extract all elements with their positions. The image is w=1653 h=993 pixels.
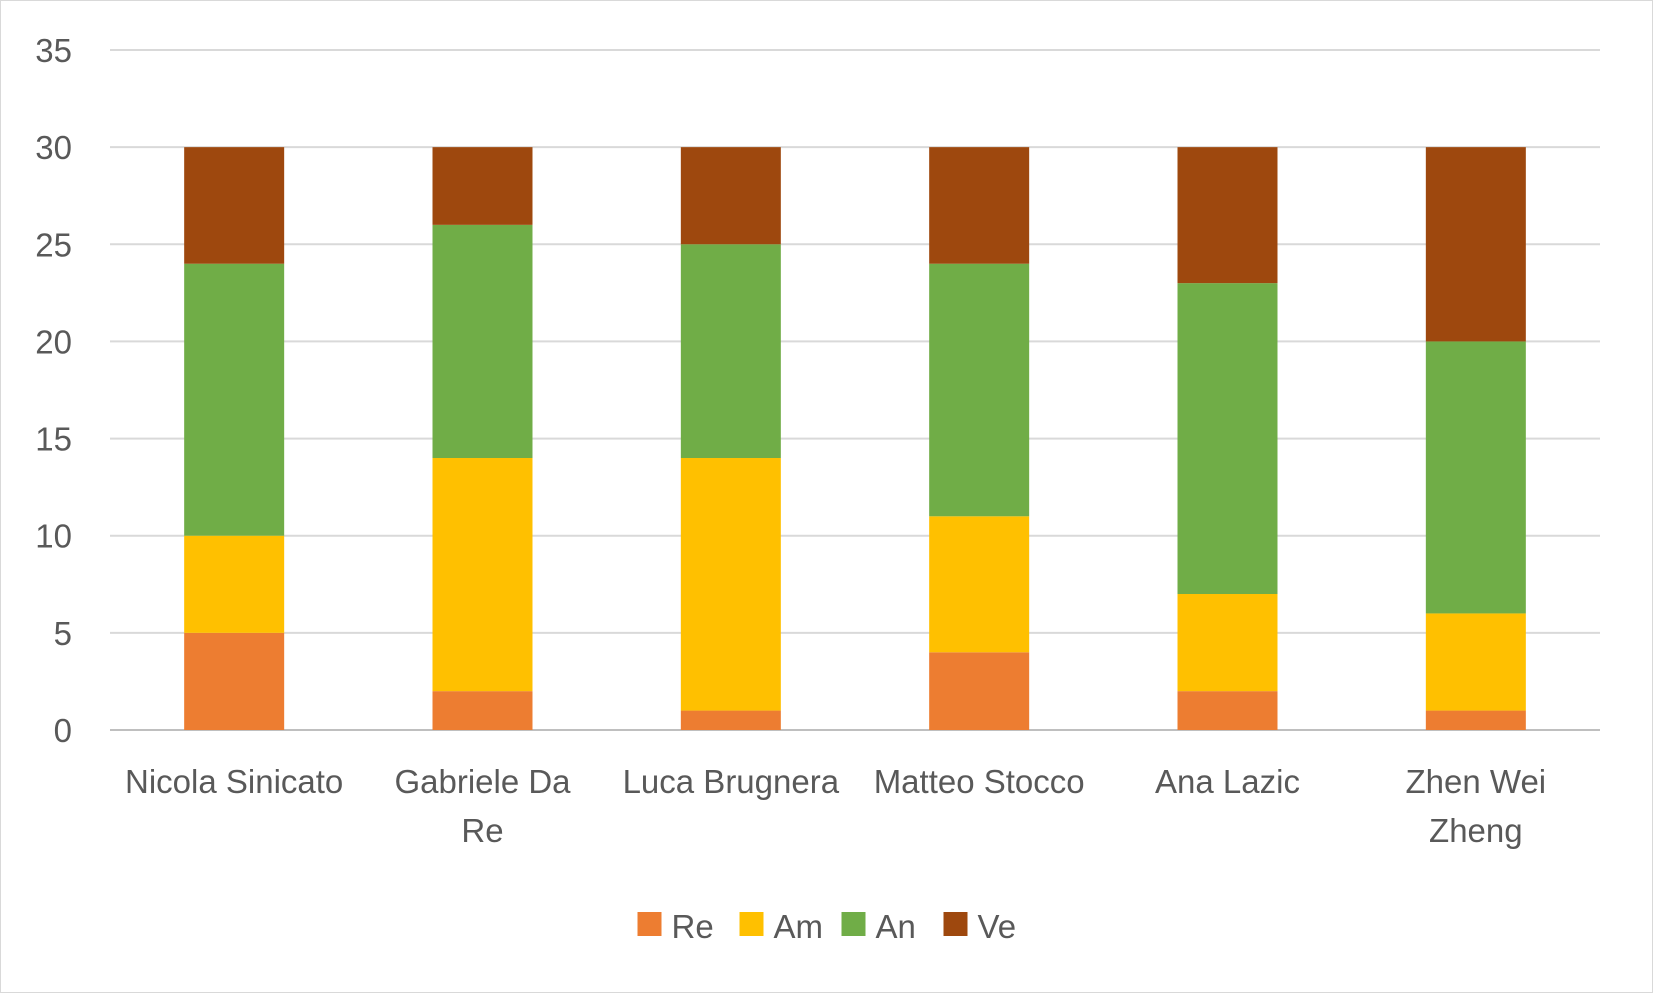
gridlines: [110, 49, 1600, 731]
x-tick-label-line: Ana Lazic: [1155, 763, 1300, 800]
legend-swatch: [739, 912, 764, 936]
x-tick-label-line: Nicola Sinicato: [125, 763, 343, 800]
legend-swatch: [637, 912, 662, 936]
legend-swatch: [943, 912, 968, 936]
x-tick-label-line: Luca Brugnera: [623, 763, 840, 800]
y-tick-label: 25: [35, 226, 72, 263]
bar-re: [680, 710, 781, 730]
legend-item-an: An: [841, 908, 916, 945]
bars: [184, 147, 1526, 730]
bar-re: [1425, 710, 1526, 730]
bar-ve: [1177, 147, 1278, 284]
x-tick-label: Zhen Wei Zheng: [1406, 763, 1547, 849]
legend-label: Re: [672, 908, 714, 945]
x-axis: Nicola Sinicato Gabriele Da Re Luca Brugner…: [125, 763, 1546, 849]
bar-re: [184, 632, 285, 730]
bar-ve: [680, 147, 781, 245]
bar-an: [432, 224, 533, 458]
legend-label: Ve: [978, 908, 1017, 945]
y-tick-label: 30: [35, 129, 72, 166]
y-tick-label: 20: [35, 323, 72, 360]
bar-ve: [432, 147, 533, 225]
legend-item-am: Am: [739, 908, 824, 945]
bar-am: [1425, 613, 1526, 711]
legend-swatch: [841, 912, 866, 936]
bar-an: [184, 263, 285, 536]
legend: Re Am An Ve: [637, 908, 1017, 945]
y-tick-label: 35: [35, 32, 72, 69]
bar-am: [432, 458, 533, 692]
bar-an: [1177, 283, 1278, 594]
y-axis: 0 5 10 15 20 25 30 35: [35, 32, 72, 749]
y-tick-label: 0: [54, 712, 72, 749]
x-tick-label: Gabriele Da Re: [394, 763, 571, 849]
x-tick-label-line: Gabriele Da: [394, 763, 571, 800]
x-tick-label: Nicola Sinicato: [125, 763, 343, 800]
bar-re: [432, 691, 533, 730]
y-tick-label: 10: [35, 518, 72, 555]
bar-am: [184, 535, 285, 633]
bar-an: [929, 263, 1030, 517]
bar-an: [1425, 341, 1526, 614]
bar-an: [680, 244, 781, 458]
bar-re: [1177, 691, 1278, 730]
bar-am: [929, 516, 1030, 653]
x-tick-label: Ana Lazic: [1155, 763, 1300, 800]
legend-item-ve: Ve: [943, 908, 1017, 945]
bar-ve: [929, 147, 1030, 264]
x-tick-label-line: Zheng: [1429, 812, 1523, 849]
x-tick-label-line: Re: [461, 812, 503, 849]
y-tick-label: 5: [54, 615, 72, 652]
bar-re: [929, 652, 1030, 730]
legend-label: An: [876, 908, 916, 945]
bar-ve: [1425, 147, 1526, 342]
y-tick-label: 15: [35, 421, 72, 458]
x-tick-label: Luca Brugnera: [623, 763, 840, 800]
bar-am: [680, 458, 781, 711]
bar-ve: [184, 147, 285, 264]
bar-am: [1177, 594, 1278, 692]
legend-label: Am: [774, 908, 824, 945]
x-tick-label-line: Matteo Stocco: [874, 763, 1085, 800]
x-tick-label: Matteo Stocco: [874, 763, 1085, 800]
x-tick-label-line: Zhen Wei: [1406, 763, 1547, 800]
legend-item-re: Re: [637, 908, 714, 945]
